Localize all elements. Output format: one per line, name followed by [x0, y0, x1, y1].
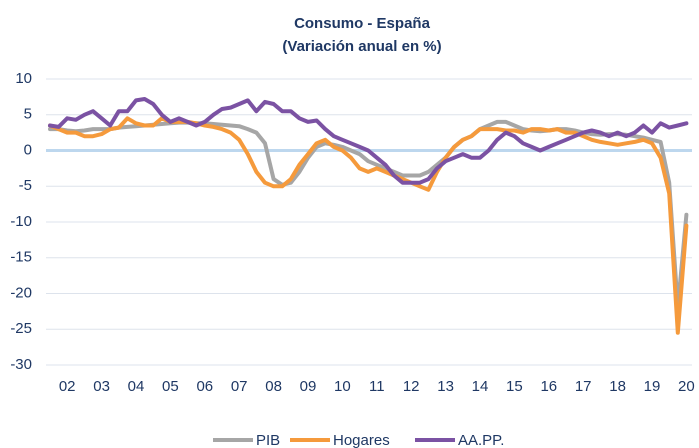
x-tick-label: 12 [403, 378, 420, 395]
x-tick-label: 19 [644, 378, 661, 395]
x-tick-label: 13 [437, 378, 454, 395]
x-tick-label: 16 [540, 378, 557, 395]
x-tick-label: 17 [575, 378, 592, 395]
x-tick-label: 07 [231, 378, 248, 395]
y-tick-label: -20 [10, 284, 32, 301]
y-tick-label: -10 [10, 213, 32, 230]
x-tick-label: 08 [265, 378, 282, 395]
x-tick-label: 20 [678, 378, 695, 395]
x-tick-label: 09 [300, 378, 317, 395]
y-tick-label: -15 [10, 249, 32, 266]
x-tick-label: 03 [93, 378, 110, 395]
series-line [48, 97, 689, 185]
x-tick-label: 18 [609, 378, 626, 395]
chart-subtitle: (Variación anual en %) [282, 38, 441, 55]
x-tick-label: 14 [472, 378, 489, 395]
y-tick-label: -30 [10, 356, 32, 373]
y-tick-label: -5 [19, 177, 32, 194]
legend-label: Hogares [333, 432, 390, 448]
x-tick-label: 10 [334, 378, 351, 395]
x-tick-label: 02 [59, 378, 76, 395]
x-tick-label: 15 [506, 378, 523, 395]
y-tick-label: -25 [10, 320, 32, 337]
chart-title: Consumo - España [294, 15, 431, 32]
y-tick-label: 0 [24, 141, 32, 158]
y-tick-label: 10 [15, 70, 32, 87]
y-tick-label: 5 [24, 106, 32, 123]
x-tick-label: 11 [369, 378, 385, 395]
x-tick-label: 05 [162, 378, 179, 395]
x-tick-label: 06 [196, 378, 213, 395]
legend-label: AA.PP. [458, 432, 504, 448]
legend-label: PIB [256, 432, 280, 448]
x-tick-label: 04 [128, 378, 145, 395]
